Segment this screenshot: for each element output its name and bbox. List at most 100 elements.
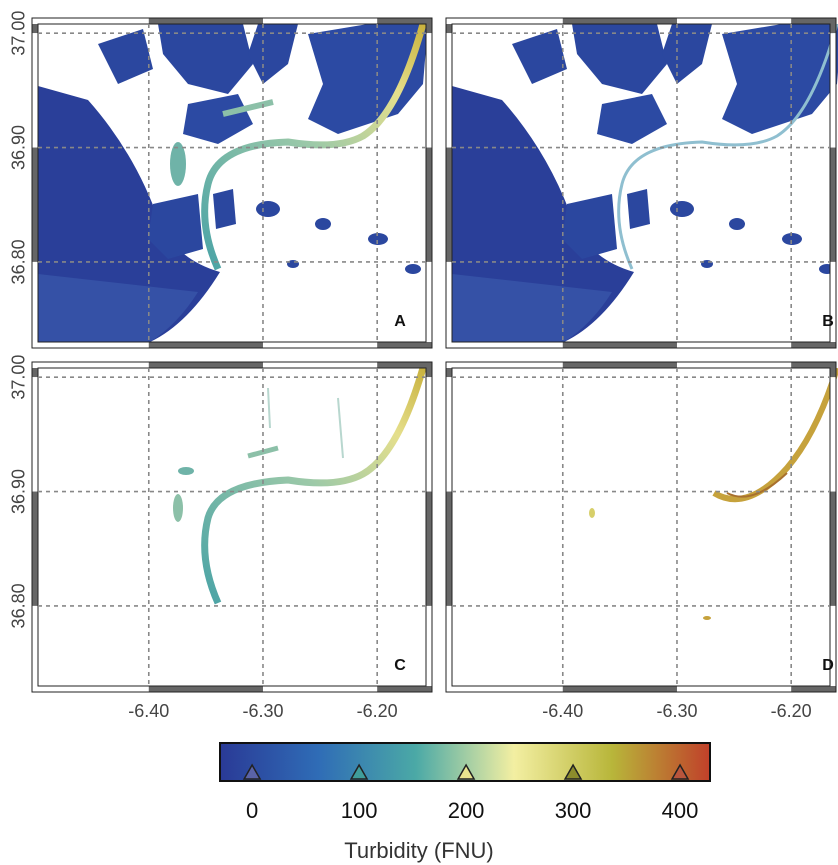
frame-inner — [451, 23, 831, 343]
frame-strip — [32, 605, 38, 686]
axes: 37.00 36.90 36.80 A B -6.40 -6.30 -6.20 37.00 36.… — [9, 11, 837, 823]
frame-strip — [676, 362, 792, 368]
frame-strip — [830, 33, 836, 148]
y-tick-label: 36.80 — [9, 583, 29, 628]
frame-strip — [830, 368, 836, 378]
frame-strip — [148, 342, 263, 348]
colorbar-tick-label: 100 — [341, 798, 378, 823]
frame-strip — [452, 362, 563, 368]
frame-strip — [830, 605, 836, 686]
colorbar-tick — [563, 763, 583, 780]
x-tick-label: -6.20 — [357, 701, 398, 721]
frame-strip — [446, 491, 452, 606]
frame-strip — [426, 261, 432, 342]
frame-strip — [148, 686, 263, 692]
frame-strip — [452, 342, 563, 348]
panel-d — [589, 368, 838, 620]
frame-strip — [426, 368, 432, 378]
panel-label: C — [394, 657, 406, 674]
panel-label: B — [822, 313, 834, 330]
x-tick-label: -6.30 — [656, 701, 697, 721]
frame-strip — [32, 377, 38, 492]
frame-inner — [37, 367, 427, 687]
panel-label: D — [822, 657, 834, 674]
frame-strip — [377, 686, 432, 692]
frame-strip — [562, 342, 677, 348]
frame — [31, 17, 433, 349]
frame-strip — [262, 686, 378, 692]
colorbar-tick — [456, 763, 476, 780]
y-tick-label: 36.90 — [9, 125, 29, 170]
colorbar-tick — [349, 763, 369, 780]
frame-strip — [830, 147, 836, 262]
x-tick-label: -6.20 — [771, 701, 812, 721]
frame-strip — [791, 686, 836, 692]
frame-strip — [446, 605, 452, 686]
panel-c — [173, 368, 427, 605]
frame-strip — [32, 368, 38, 378]
frame-strip — [446, 33, 452, 148]
frame-strip — [148, 362, 263, 368]
frame-strip — [676, 686, 792, 692]
panel-b — [452, 24, 838, 342]
frame — [445, 361, 837, 693]
frame-strip — [426, 605, 432, 686]
frame-strip — [377, 362, 432, 368]
frame-strip — [446, 377, 452, 492]
frame-strip — [446, 24, 452, 34]
frame-strip — [426, 147, 432, 262]
colorbar-tick-label: 300 — [555, 798, 592, 823]
frame-strip — [262, 342, 378, 348]
frame-strip — [562, 686, 677, 692]
frame-strip — [830, 24, 836, 34]
frame-strip — [452, 18, 563, 24]
frame-strip — [562, 18, 677, 24]
x-tick-label: -6.40 — [128, 701, 169, 721]
frame-strip — [791, 18, 836, 24]
frame-strip — [32, 24, 38, 34]
colorbar-tick — [670, 763, 690, 780]
frame-strip — [830, 377, 836, 492]
frame-strip — [377, 18, 432, 24]
frame-strip — [262, 362, 378, 368]
frame-inner — [37, 23, 427, 343]
y-tick-label: 36.90 — [9, 469, 29, 514]
frame-strip — [38, 362, 149, 368]
colorbar-tick-label: 200 — [448, 798, 485, 823]
frame-strip — [446, 147, 452, 262]
colorbar-title: Turbidity (FNU) — [344, 838, 494, 863]
frame — [31, 361, 433, 693]
frame-strip — [38, 686, 149, 692]
y-tick-label: 36.80 — [9, 239, 29, 284]
frame-strip — [452, 686, 563, 692]
frame-strip — [830, 261, 836, 342]
frame-strip — [426, 33, 432, 148]
y-tick-label: 37.00 — [9, 355, 29, 400]
frame-strip — [830, 491, 836, 606]
x-tick-label: -6.30 — [242, 701, 283, 721]
frame-strip — [38, 18, 149, 24]
frame-strip — [676, 342, 792, 348]
frame-strip — [426, 377, 432, 492]
colorbar-tick-label: 400 — [662, 798, 699, 823]
frame-strip — [446, 368, 452, 378]
colorbar-tick — [242, 763, 262, 780]
frame-strip — [148, 18, 263, 24]
frame-strip — [32, 147, 38, 262]
frame-strip — [562, 362, 677, 368]
frame — [445, 17, 837, 349]
y-tick-label: 37.00 — [9, 11, 29, 56]
frame-strip — [38, 342, 149, 348]
frame-strip — [426, 24, 432, 34]
frame-strip — [32, 491, 38, 606]
colorbar-tick-label: 0 — [246, 798, 258, 823]
frame-strip — [262, 18, 378, 24]
frame-inner — [451, 367, 831, 687]
frame-strip — [426, 491, 432, 606]
frame-strip — [32, 33, 38, 148]
frame-strip — [377, 342, 432, 348]
panel-a — [38, 24, 428, 342]
frame-strip — [676, 18, 792, 24]
frame-strip — [446, 261, 452, 342]
